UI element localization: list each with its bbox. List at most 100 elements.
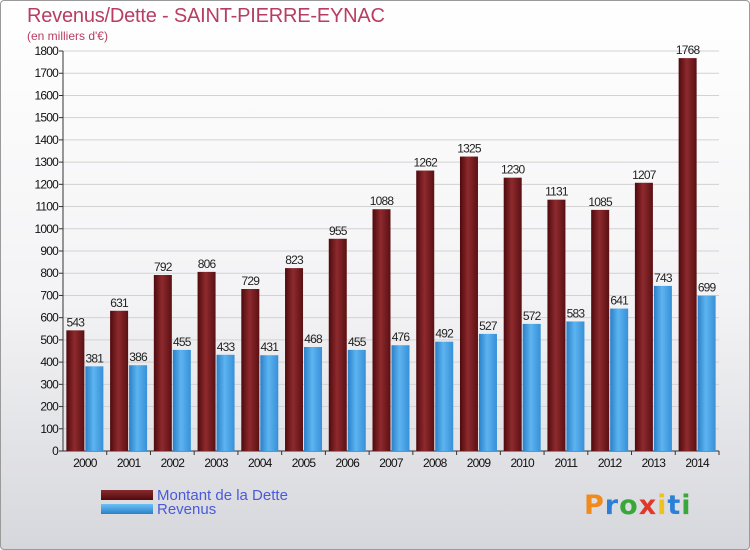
bar-revenus <box>216 354 235 451</box>
bar-dette <box>153 275 172 451</box>
logo-letter: i <box>657 490 668 521</box>
bar-revenus <box>653 285 672 451</box>
data-label-revenus: 433 <box>217 340 236 354</box>
data-label-revenus: 699 <box>698 281 717 295</box>
data-label-dette: 1088 <box>370 194 395 208</box>
data-label-dette: 1207 <box>632 168 657 182</box>
bar-dette <box>197 271 216 451</box>
legend-label-dette: Montant de la Dette <box>157 487 288 504</box>
proxiti-logo: Proxiti <box>584 490 692 521</box>
bar-revenus <box>347 349 366 451</box>
bar-revenus <box>260 355 279 451</box>
bar-dette <box>459 156 478 452</box>
legend-swatch-revenus <box>101 504 153 514</box>
chart-subtitle: (en milliers d'€) <box>27 29 108 43</box>
bar-revenus <box>304 347 323 451</box>
x-tick-label: 2009 <box>467 456 492 470</box>
x-tick-label: 2011 <box>555 456 579 470</box>
y-tick-label: 600 <box>40 311 59 325</box>
labels-layer: 2000 543 381 2001 631 386 2002 792 455 2003 806 433… <box>67 43 718 470</box>
y-tick-label: 500 <box>40 333 59 347</box>
bars-layer <box>66 58 716 452</box>
y-tick-label: 100 <box>40 422 59 436</box>
x-tick-label: 2005 <box>292 456 317 470</box>
x-tick-label: 2000 <box>73 456 98 470</box>
logo-letter: P <box>584 490 605 521</box>
bar-dette <box>591 209 610 451</box>
data-label-dette: 1131 <box>545 185 569 199</box>
bar-revenus <box>610 308 629 451</box>
bar-revenus <box>172 349 191 451</box>
data-label-dette: 823 <box>285 253 304 267</box>
bar-revenus <box>391 345 410 451</box>
bar-revenus <box>697 295 716 451</box>
bar-dette <box>372 209 391 451</box>
logo-letter: i <box>681 490 692 521</box>
data-label-dette: 955 <box>329 224 348 238</box>
data-label-revenus: 492 <box>435 327 454 341</box>
data-label-revenus: 572 <box>523 309 542 323</box>
data-label-revenus: 527 <box>479 319 498 333</box>
y-tick-label: 1200 <box>35 177 60 191</box>
bar-dette <box>66 330 85 451</box>
data-label-dette: 729 <box>241 274 260 288</box>
bar-revenus <box>478 333 497 451</box>
bar-revenus <box>129 365 148 451</box>
data-label-dette: 792 <box>154 260 173 274</box>
chart-title: Revenus/Dette - SAINT-PIERRE-EYNAC <box>27 5 385 27</box>
bar-dette <box>678 58 697 451</box>
x-tick-label: 2003 <box>204 456 229 470</box>
logo-letter: t <box>667 490 682 521</box>
x-tick-label: 2014 <box>685 456 710 470</box>
data-label-dette: 631 <box>110 296 129 310</box>
data-label-revenus: 476 <box>392 330 411 344</box>
data-label-revenus: 386 <box>129 350 148 364</box>
bar-dette <box>547 199 566 451</box>
data-label-revenus: 468 <box>304 332 323 346</box>
bar-dette <box>634 182 653 451</box>
x-tick-label: 2007 <box>379 456 404 470</box>
x-tick-label: 2013 <box>642 456 667 470</box>
data-label-revenus: 381 <box>86 351 105 365</box>
y-tick-label: 1100 <box>35 200 59 214</box>
x-tick-label: 2004 <box>248 456 273 470</box>
data-label-revenus: 431 <box>260 340 279 354</box>
data-label-dette: 1325 <box>457 142 482 156</box>
data-label-dette: 1085 <box>588 195 613 209</box>
y-tick-label: 900 <box>40 244 59 258</box>
data-label-revenus: 641 <box>610 294 629 308</box>
bar-revenus <box>566 321 585 451</box>
data-label-dette: 1768 <box>676 43 701 57</box>
data-label-revenus: 455 <box>348 335 367 349</box>
y-tick-label: 1000 <box>35 222 60 236</box>
bar-revenus <box>85 366 104 451</box>
logo-letter: o <box>619 490 639 521</box>
x-tick-label: 2012 <box>598 456 623 470</box>
bar-dette <box>241 289 260 451</box>
grid-layer: 0 100 200 300 400 500 600 700 800 900 1000 1100 1200… <box>35 44 720 458</box>
x-tick-label: 2010 <box>510 456 535 470</box>
bar-dette <box>328 238 347 451</box>
y-tick-label: 300 <box>40 377 59 391</box>
data-label-dette: 1262 <box>413 156 438 170</box>
y-tick-label: 200 <box>40 400 59 414</box>
x-tick-label: 2008 <box>423 456 448 470</box>
x-tick-label: 2002 <box>161 456 186 470</box>
legend-label-revenus: Revenus <box>157 501 217 518</box>
y-tick-label: 1700 <box>35 66 60 80</box>
data-label-dette: 806 <box>198 257 217 271</box>
y-tick-label: 0 <box>52 444 59 458</box>
bar-revenus <box>522 323 541 451</box>
bar-dette <box>110 310 129 451</box>
y-tick-label: 700 <box>40 288 59 302</box>
data-label-revenus: 455 <box>173 335 192 349</box>
bar-revenus <box>435 341 454 451</box>
bar-dette <box>416 170 435 452</box>
data-label-revenus: 583 <box>567 306 586 320</box>
logo-letter: x <box>638 490 658 521</box>
logo-letter: r <box>604 490 620 521</box>
data-label-revenus: 743 <box>654 271 673 285</box>
data-label-dette: 1230 <box>501 163 526 177</box>
